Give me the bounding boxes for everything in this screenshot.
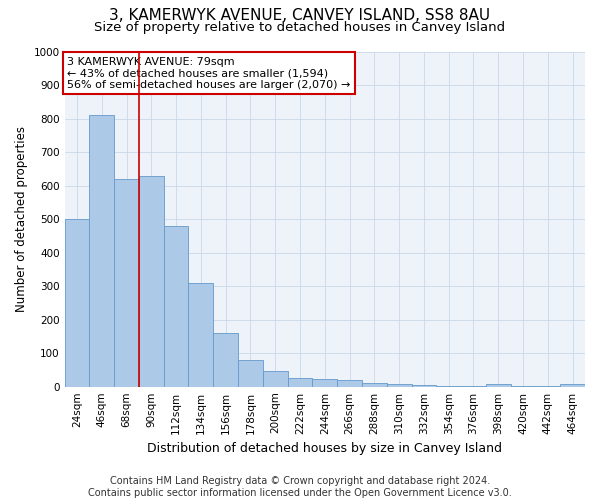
Text: Size of property relative to detached houses in Canvey Island: Size of property relative to detached ho…: [94, 21, 506, 34]
Bar: [213, 333, 238, 386]
Bar: [560, 384, 585, 386]
Bar: [313, 380, 337, 386]
Bar: [412, 385, 436, 386]
Bar: [486, 384, 511, 386]
Y-axis label: Number of detached properties: Number of detached properties: [15, 126, 28, 312]
Bar: [238, 360, 263, 386]
Text: 3 KAMERWYK AVENUE: 79sqm
← 43% of detached houses are smaller (1,594)
56% of sem: 3 KAMERWYK AVENUE: 79sqm ← 43% of detach…: [67, 56, 350, 90]
Bar: [114, 179, 139, 386]
Text: Contains HM Land Registry data © Crown copyright and database right 2024.
Contai: Contains HM Land Registry data © Crown c…: [88, 476, 512, 498]
Bar: [387, 384, 412, 386]
Bar: [263, 371, 287, 386]
Bar: [164, 226, 188, 386]
Bar: [362, 384, 387, 386]
X-axis label: Distribution of detached houses by size in Canvey Island: Distribution of detached houses by size …: [147, 442, 502, 455]
Text: 3, KAMERWYK AVENUE, CANVEY ISLAND, SS8 8AU: 3, KAMERWYK AVENUE, CANVEY ISLAND, SS8 8…: [109, 8, 491, 22]
Bar: [337, 380, 362, 386]
Bar: [287, 378, 313, 386]
Bar: [65, 219, 89, 386]
Bar: [188, 283, 213, 387]
Bar: [139, 176, 164, 386]
Bar: [89, 115, 114, 386]
